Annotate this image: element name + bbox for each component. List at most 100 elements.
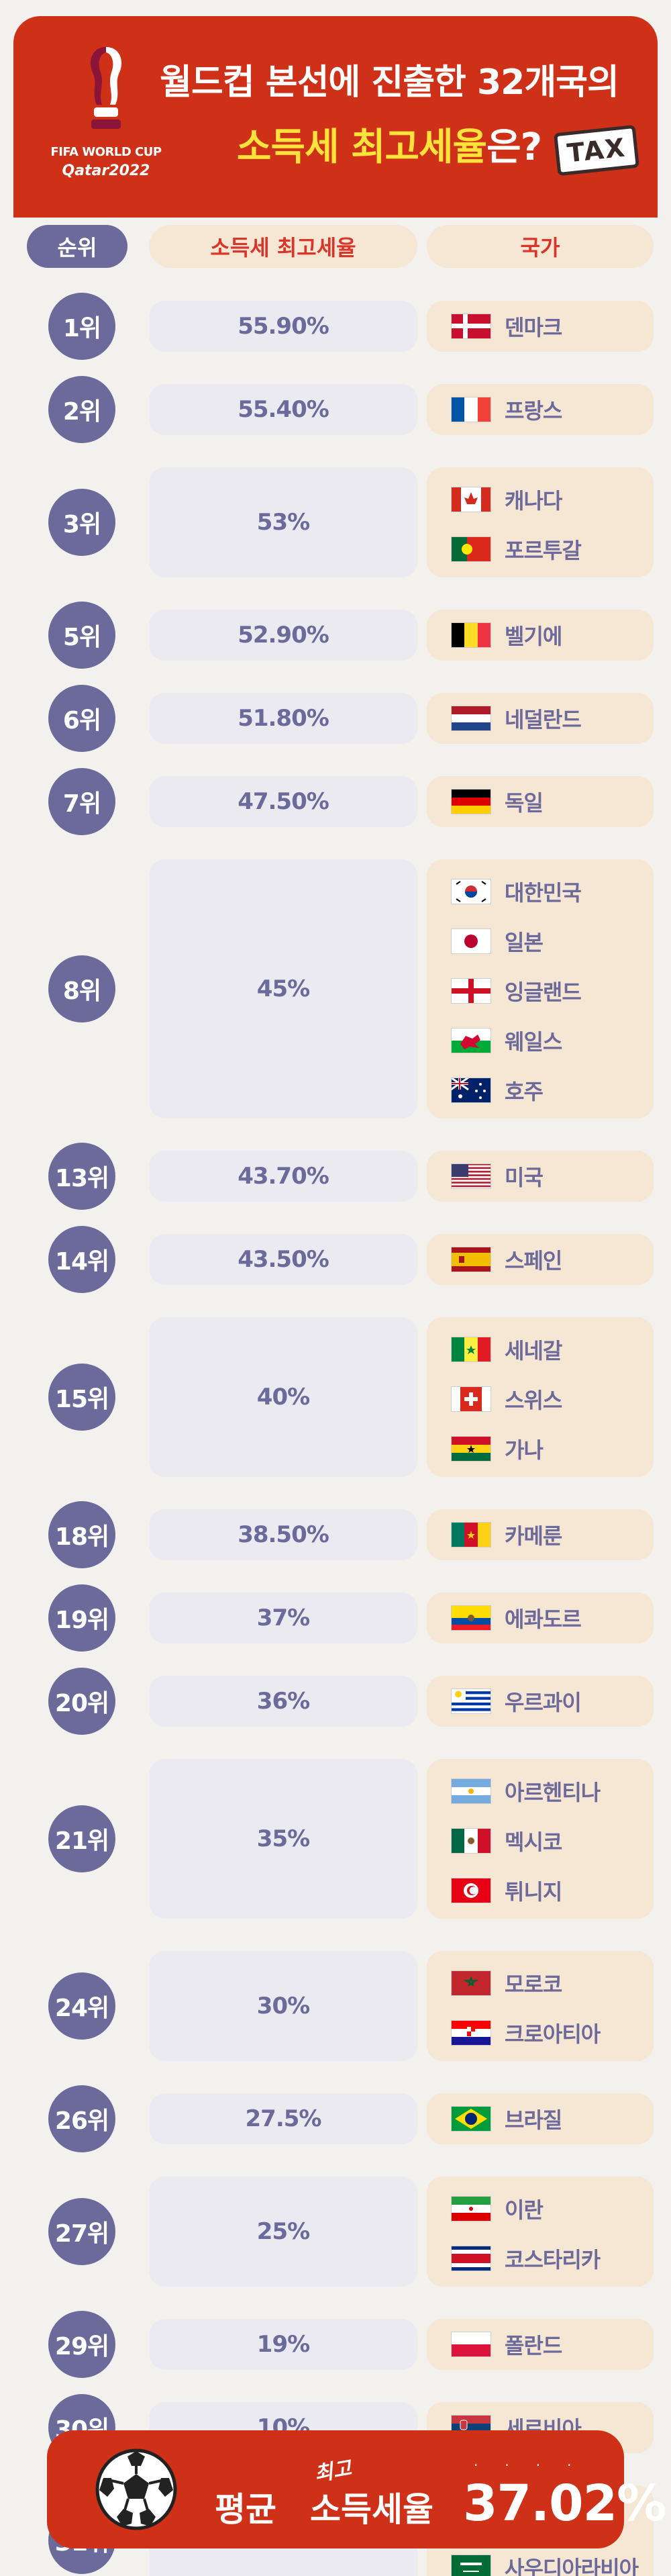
country-item: 대한민국 (451, 878, 582, 906)
tax-rate-value: 35% (149, 1759, 417, 1919)
country-item: 우르과이 (451, 1688, 582, 1715)
country-item: 포르투갈 (451, 536, 582, 563)
country-name: 스위스 (505, 1388, 562, 1413)
average-footer: 평균 최고 소득세율 ···· 37.02% (47, 2430, 666, 2548)
flag-sa-icon (451, 2555, 491, 2576)
country-name: 카메룬 (505, 1523, 562, 1549)
country-item: 폴란드 (451, 2331, 562, 2358)
country-item: 카메룬 (451, 1521, 562, 1549)
country-name: 모로코 (505, 1972, 562, 1997)
flag-ch-icon (451, 1386, 491, 1412)
fifa-world-cup-logo: FIFA WORLD CUP Qatar2022 (39, 43, 173, 191)
footer-label: 소득세율 (310, 2490, 433, 2529)
flag-ec-icon (451, 1605, 491, 1631)
flag-pt-icon (451, 536, 491, 562)
table-row: 24위 30% 모로코 크로아티아 (0, 1951, 671, 2061)
table-row: 8위 45% 대한민국 일본 잉글랜드 웨일스 호주 (0, 859, 671, 1118)
footer-average-value: 37.02% (463, 2475, 666, 2532)
flag-nl-icon (451, 706, 491, 731)
title-line-2: 소득세 최고세율은? (148, 117, 631, 171)
table-row: 1위 55.90% 덴마크 (0, 293, 671, 360)
flag-uy-icon (451, 1688, 491, 1714)
country-item: 코스타리카 (451, 2245, 601, 2273)
tax-rate-value: 30% (149, 1951, 417, 2061)
tax-rate-value: 43.70% (149, 1151, 417, 1202)
table-row: 6위 51.80% 네덜란드 (0, 685, 671, 752)
logo-text-qatar: Qatar2022 (62, 162, 150, 179)
tax-stamp: TAX (553, 124, 640, 177)
country-item: 멕시코 (451, 1827, 562, 1855)
country-item: 캐나다 (451, 486, 562, 514)
country-list: 카메룬 (427, 1509, 654, 1560)
tax-rate-value: 19% (149, 2319, 417, 2370)
country-list: 독일 (427, 776, 654, 827)
country-item: 독일 (451, 788, 544, 816)
country-list: 네덜란드 (427, 693, 654, 744)
rank-badge: 29위 (48, 2311, 115, 2378)
country-name: 사우디아라비아 (505, 2556, 639, 2576)
flag-ma-icon (451, 1970, 491, 1996)
country-name: 미국 (505, 1165, 544, 1190)
flag-dk-icon (451, 314, 491, 339)
country-list: 대한민국 일본 잉글랜드 웨일스 호주 (427, 859, 654, 1118)
country-item: 네덜란드 (451, 705, 582, 732)
country-name: 가나 (505, 1437, 544, 1463)
table-row: 13위 43.70% 미국 (0, 1143, 671, 1210)
column-header-rate: 소득세 최고세율 (149, 225, 417, 268)
rank-badge: 20위 (48, 1668, 115, 1735)
country-name: 독일 (505, 790, 544, 816)
country-name: 이란 (505, 2197, 544, 2223)
country-name: 포르투갈 (505, 538, 582, 563)
footer-prefix: 평균 (215, 2490, 276, 2529)
rank-badge: 5위 (48, 602, 115, 669)
country-item: 프랑스 (451, 396, 562, 424)
country-name: 대한민국 (505, 880, 582, 906)
table-row: 2위 55.40% 프랑스 (0, 376, 671, 443)
country-name: 호주 (505, 1079, 544, 1104)
table-row: 14위 43.50% 스페인 (0, 1226, 671, 1293)
country-item: 덴마크 (451, 313, 562, 340)
rank-badge: 15위 (48, 1364, 115, 1431)
country-list: 스페인 (427, 1234, 654, 1285)
logo-text-fifa: FIFA WORLD CUP (50, 145, 162, 159)
country-name: 아르헨티나 (505, 1780, 601, 1805)
rank-badge: 18위 (48, 1501, 115, 1568)
table-row: 5위 52.90% 벨기에 (0, 602, 671, 669)
tax-rate-value: 43.50% (149, 1234, 417, 1285)
tax-rate-value: 38.50% (149, 1509, 417, 1560)
country-name: 잉글랜드 (505, 980, 582, 1005)
country-name: 멕시코 (505, 1829, 562, 1855)
flag-fr-icon (451, 397, 491, 422)
country-item: 브라질 (451, 2105, 562, 2133)
country-name: 크로아티아 (505, 2021, 601, 2047)
flag-de-icon (451, 789, 491, 814)
country-name: 튀니지 (505, 1879, 562, 1905)
rank-badge: 13위 (48, 1143, 115, 1210)
tax-rate-value: 27.5% (149, 2093, 417, 2144)
country-name: 캐나다 (505, 488, 562, 514)
title-line-1: 월드컵 본선에 진출한 32개국의 (160, 62, 619, 103)
rank-badge: 21위 (48, 1805, 115, 1872)
rank-badge: 7위 (48, 768, 115, 835)
column-header-country: 국가 (427, 225, 654, 268)
country-item: 아르헨티나 (451, 1778, 601, 1805)
tax-rate-value: 55.90% (149, 301, 417, 352)
country-name: 우르과이 (505, 1690, 582, 1715)
rank-badge: 26위 (48, 2085, 115, 2152)
flag-au-icon (451, 1078, 491, 1103)
country-item: 웨일스 (451, 1027, 562, 1055)
country-item: 스페인 (451, 1246, 562, 1274)
rank-badge: 1위 (48, 293, 115, 360)
flag-us-icon (451, 1163, 491, 1189)
column-header-rank: 순위 (27, 225, 127, 268)
flag-cr-icon (451, 2246, 491, 2271)
flag-mx-icon (451, 1828, 491, 1854)
table-row: 27위 25% 이란 코스타리카 (0, 2177, 671, 2287)
country-item: 에콰도르 (451, 1605, 582, 1632)
rank-badge: 2위 (48, 376, 115, 443)
country-list: 벨기에 (427, 610, 654, 661)
flag-es-icon (451, 1247, 491, 1272)
